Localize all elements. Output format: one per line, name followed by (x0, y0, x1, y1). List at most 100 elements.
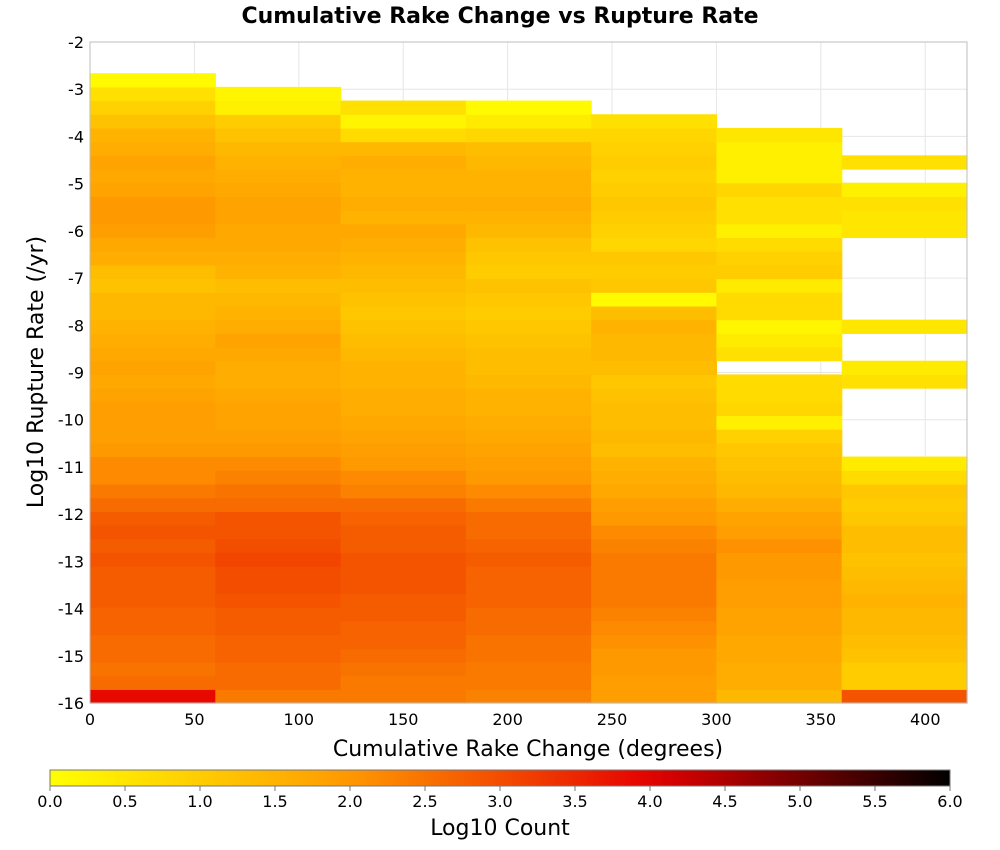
x-tick-label: 100 (284, 710, 315, 729)
heatmap-cell (90, 456, 216, 471)
heatmap-cell (215, 127, 342, 143)
heatmap-cell (465, 360, 592, 375)
heatmap-cell (465, 319, 592, 334)
heatmap-cell (841, 374, 968, 389)
heatmap-cell (716, 347, 843, 362)
heatmap-cell (340, 620, 467, 636)
heatmap-cell (716, 607, 843, 622)
heatmap-cell (465, 566, 592, 581)
heatmap-cell (340, 538, 467, 553)
heatmap-cell (215, 429, 342, 444)
x-axis: 0 50 100 150 200 250 300 350 400 (85, 710, 941, 729)
heatmap-cell (716, 388, 843, 403)
heatmap-cell (340, 237, 467, 252)
heatmap-cell (591, 456, 718, 471)
heatmap-cell (90, 155, 216, 170)
heatmap-cell (591, 675, 718, 690)
heatmap-cell (90, 620, 216, 636)
heatmap-cell (465, 223, 592, 239)
heatmap-cell (465, 169, 592, 184)
y-tick-label: -11 (58, 458, 84, 477)
heatmap-cell (465, 292, 592, 307)
y-axis-label: Log10 Rupture Rate (/yr) (24, 236, 49, 508)
heatmap-cell (591, 141, 718, 156)
heatmap-cell (465, 278, 592, 293)
heatmap-cell (591, 648, 718, 663)
heatmap-cell (465, 264, 592, 280)
heatmap-cell (716, 689, 843, 704)
heatmap-cell (340, 264, 467, 280)
heatmap-cell (716, 429, 843, 444)
heatmap-cell (841, 470, 968, 485)
heatmap-cell (591, 292, 718, 307)
heatmap-cell (716, 525, 843, 540)
heatmap-cell (465, 483, 592, 499)
heatmap-cell (465, 511, 592, 526)
heatmap-cell (90, 470, 216, 485)
heatmap-cell (841, 538, 968, 553)
y-tick-label: -10 (58, 411, 84, 430)
heatmap-cell (841, 648, 968, 663)
heatmap-cell (340, 566, 467, 581)
heatmap-cell (215, 141, 342, 156)
heatmap-cell (90, 237, 216, 252)
heatmap-cell (716, 442, 843, 458)
heatmap-cell (716, 374, 843, 389)
heatmap-cell (340, 347, 467, 362)
x-tick-label: 200 (492, 710, 523, 729)
heatmap-cell (591, 538, 718, 553)
heatmap-cell (465, 333, 592, 348)
x-axis-label: Cumulative Rake Change (degrees) (333, 737, 723, 762)
heatmap-cell (215, 86, 342, 102)
heatmap-cell (340, 401, 467, 417)
heatmap-cell (90, 251, 216, 266)
heatmap-cell (591, 278, 718, 293)
colorbar-tick-label: 4.0 (637, 792, 662, 811)
heatmap-cell (591, 415, 718, 430)
heatmap-cell (465, 237, 592, 252)
heatmap-cell (90, 593, 216, 608)
colorbar-label: Log10 Count (430, 816, 570, 841)
heatmap-cell (340, 593, 467, 608)
heatmap-cell (340, 470, 467, 485)
heatmap-cell (340, 278, 467, 293)
heatmap-cell (340, 169, 467, 184)
colorbar-tick-label: 0.5 (112, 792, 137, 811)
heatmap-cell (90, 196, 216, 211)
heatmap-cell (215, 648, 342, 663)
heatmap-cell (90, 675, 216, 690)
heatmap-cell (340, 319, 467, 334)
heatmap-cell (716, 333, 843, 348)
heatmap-cell (215, 593, 342, 608)
y-tick-label: -12 (58, 505, 84, 524)
heatmap-cell (340, 127, 467, 143)
y-tick-label: -2 (68, 33, 84, 52)
heatmap-cell (591, 182, 718, 197)
heatmap-cell (591, 442, 718, 458)
heatmap-cell (841, 196, 968, 211)
heatmap-cell (90, 566, 216, 581)
heatmap-cell (841, 675, 968, 690)
heatmap-cell (591, 552, 718, 567)
heatmap-cell (90, 374, 216, 389)
heatmap-cell (841, 634, 968, 649)
heatmap-cell (90, 210, 216, 225)
heatmap-cell (841, 360, 968, 375)
heatmap-cell (716, 511, 843, 526)
heatmap-cell (465, 607, 592, 622)
heatmap-cell (465, 634, 592, 649)
heatmap-cell (591, 593, 718, 608)
heatmap-cell (90, 319, 216, 334)
heatmap-cell (716, 319, 843, 334)
heatmap-cell (90, 552, 216, 567)
heatmap-cell (215, 251, 342, 266)
colorbar-tick-label: 5.5 (862, 792, 887, 811)
heatmap-cell (591, 429, 718, 444)
heatmap-cell (465, 648, 592, 663)
heatmap-cell (215, 442, 342, 458)
heatmap-cell (215, 675, 342, 690)
colorbar-tick-label: 2.5 (412, 792, 437, 811)
heatmap-cell (591, 237, 718, 252)
colorbar-tick-label: 1.0 (187, 792, 212, 811)
heatmap-cell (716, 497, 843, 512)
